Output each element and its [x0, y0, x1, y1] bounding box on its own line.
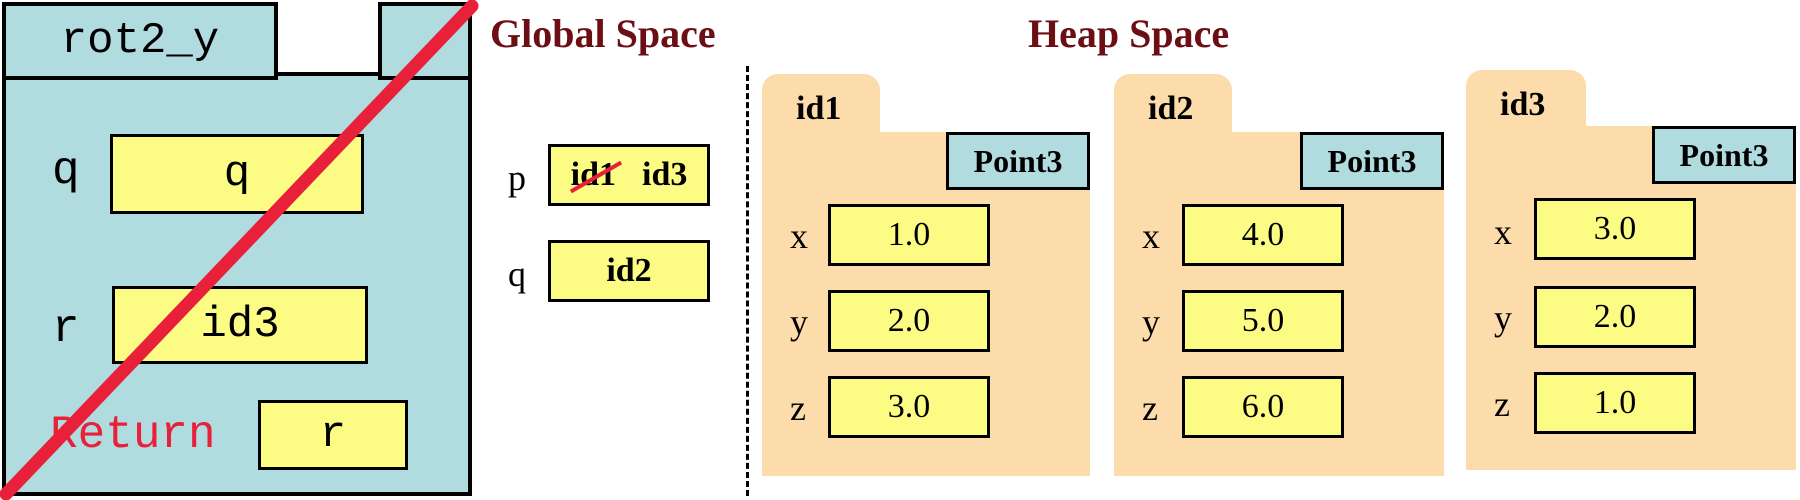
- heap-space-heading: Heap Space: [1028, 11, 1230, 56]
- field-z-value: 1.0: [1593, 384, 1637, 421]
- frame-return-label: Return: [50, 409, 216, 461]
- heap-object-tab: id3: [1466, 70, 1586, 148]
- field-x-label: x: [790, 216, 808, 256]
- frame-var-r-box: id3: [112, 286, 368, 364]
- field-x-label: x: [1494, 212, 1512, 252]
- heap-object-class: Point3: [1652, 126, 1796, 184]
- field-y-label: y: [1142, 302, 1160, 342]
- global-var-p-old-value: id1: [569, 156, 622, 194]
- global-var-p-box: id1 id3: [548, 144, 710, 206]
- field-x-value: 3.0: [1593, 210, 1637, 247]
- field-y-box: 5.0: [1182, 290, 1344, 352]
- frame-counter-tab: [378, 2, 472, 80]
- frame-var-r-label: r: [52, 303, 80, 355]
- frame-return-value: r: [319, 410, 347, 460]
- heap-object-tab: id2: [1114, 74, 1232, 154]
- field-y-box: 2.0: [828, 290, 990, 352]
- frame-name-tab: rot2_y: [2, 2, 278, 80]
- field-z-value: 3.0: [887, 388, 931, 425]
- field-z-box: 3.0: [828, 376, 990, 438]
- frame-return-box: r: [258, 400, 408, 470]
- global-var-q-label: q: [508, 254, 526, 294]
- frame-var-q-label: q: [52, 145, 80, 197]
- field-x-value: 1.0: [887, 216, 931, 253]
- heap-object-id: id2: [1148, 90, 1194, 127]
- frame-name: rot2_y: [60, 16, 220, 66]
- heap-object-id: id3: [1500, 86, 1546, 123]
- global-var-p-label: p: [508, 158, 526, 198]
- heap-object-id: id1: [796, 90, 842, 127]
- field-z-box: 1.0: [1534, 372, 1696, 434]
- global-var-q-box: id2: [548, 240, 710, 302]
- field-y-label: y: [1494, 298, 1512, 338]
- field-y-label: y: [790, 302, 808, 342]
- field-y-value: 2.0: [1593, 298, 1637, 335]
- global-var-p-value: id3: [642, 156, 688, 193]
- heap-object-class-name: Point3: [1327, 142, 1417, 179]
- field-x-box: 4.0: [1182, 204, 1344, 266]
- global-space-heading: Global Space: [490, 11, 716, 56]
- heap-object-tab: id1: [762, 74, 880, 154]
- space-divider: [746, 66, 749, 496]
- field-y-value: 2.0: [887, 302, 931, 339]
- field-x-box: 3.0: [1534, 198, 1696, 260]
- field-z-label: z: [1494, 384, 1510, 424]
- field-x-value: 4.0: [1241, 216, 1285, 253]
- field-y-box: 2.0: [1534, 286, 1696, 348]
- field-z-box: 6.0: [1182, 376, 1344, 438]
- global-var-q-value: id2: [606, 252, 652, 289]
- field-x-label: x: [1142, 216, 1160, 256]
- field-z-value: 6.0: [1241, 388, 1285, 425]
- field-y-value: 5.0: [1241, 302, 1285, 339]
- global-var-p-old-text: id1: [570, 156, 616, 193]
- field-x-box: 1.0: [828, 204, 990, 266]
- frame-var-r-value: id3: [200, 300, 280, 350]
- heap-object-class-name: Point3: [973, 142, 1063, 179]
- field-z-label: z: [790, 388, 806, 428]
- heap-object-class: Point3: [1300, 132, 1444, 190]
- heap-object-class: Point3: [946, 132, 1090, 190]
- field-z-label: z: [1142, 388, 1158, 428]
- frame-var-q-value: q: [223, 149, 251, 199]
- heap-object-class-name: Point3: [1679, 136, 1769, 173]
- frame-var-q-box: q: [110, 134, 364, 214]
